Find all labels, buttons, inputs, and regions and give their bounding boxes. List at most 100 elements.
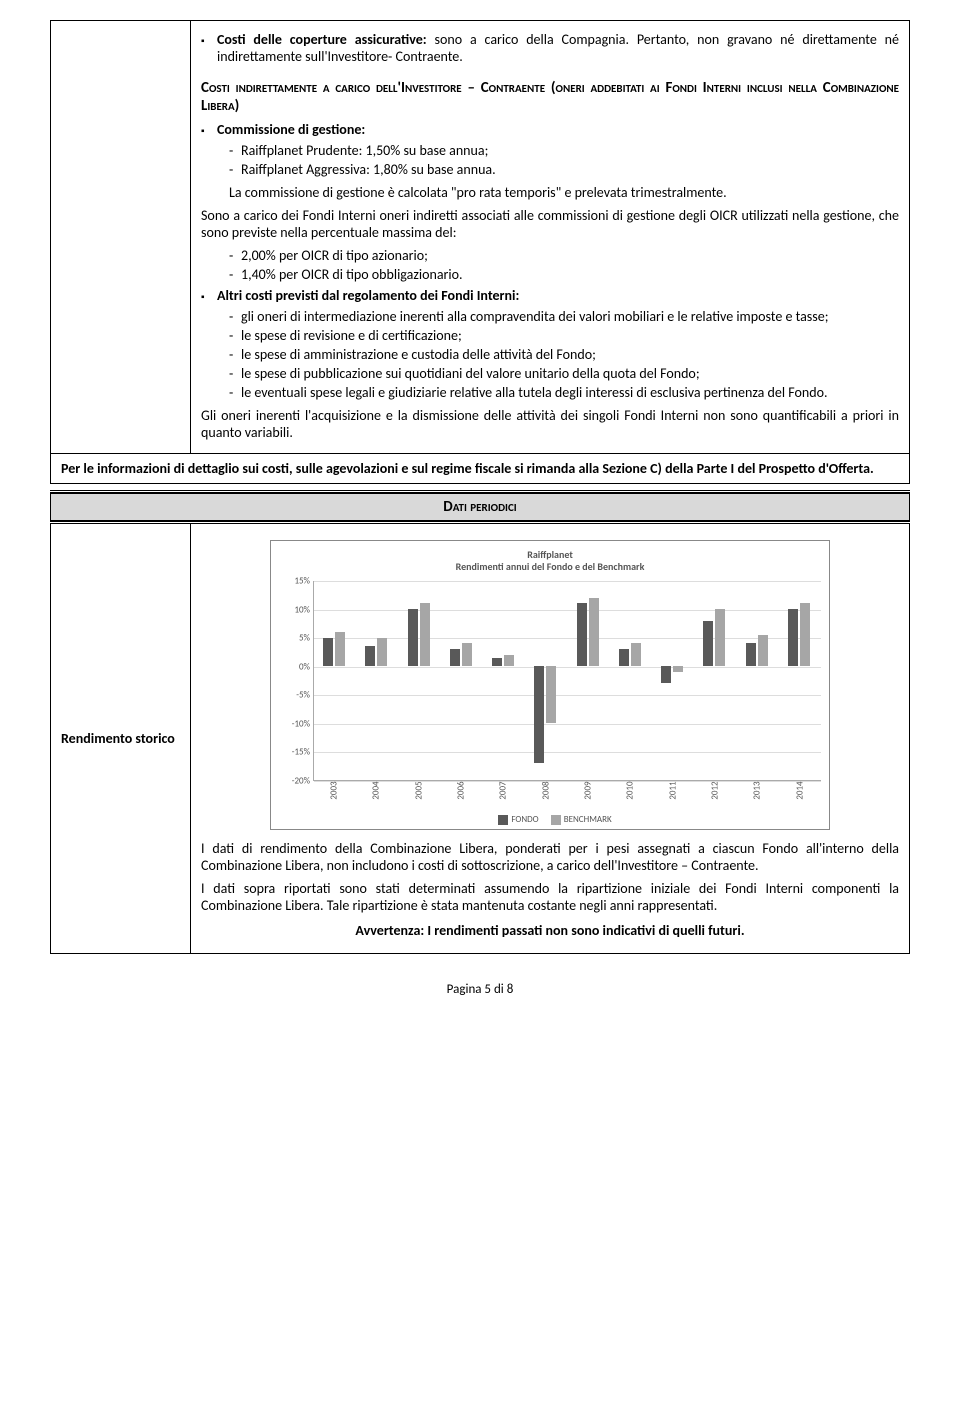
- legend-swatch-fondo: [498, 815, 508, 825]
- bar-group: [694, 581, 736, 780]
- rendimento-p2: I dati sopra riportati sono stati determ…: [201, 880, 899, 914]
- bar-group: [483, 581, 525, 780]
- dash-icon: [229, 161, 241, 178]
- x-tick-label: 2004: [355, 781, 397, 796]
- chart-legend: FONDO BENCHMARK: [279, 814, 821, 825]
- bar-fondo: [577, 603, 587, 666]
- x-tick-label: 2005: [398, 781, 440, 796]
- commissione-label: Commissione di gestione:: [213, 121, 899, 138]
- bar-fondo: [365, 646, 375, 666]
- altri-costi-item-text: gli oneri di intermediazione inerenti al…: [241, 308, 899, 325]
- commissione-item-text: Raiffplanet Aggressiva: 1,80% su base an…: [241, 161, 899, 178]
- altri-costi-item-text: le spese di pubblicazione sui quotidiani…: [241, 365, 899, 382]
- rendimento-table: Rendimento storico Raiffplanet Rendiment…: [50, 524, 910, 954]
- dash-icon: [229, 142, 241, 159]
- bar-fondo: [619, 649, 629, 666]
- oneri-text: Gli oneri inerenti l'acquisizione e la d…: [201, 407, 899, 441]
- bar-group: [356, 581, 398, 780]
- bar-group: [314, 581, 356, 780]
- bar-group: [525, 581, 567, 780]
- bullet-costi-coperture: Costi delle coperture assicurative: sono…: [201, 31, 899, 65]
- dash-icon: [229, 346, 241, 363]
- bar-group: [441, 581, 483, 780]
- heading-costi-indiretti: Costi indirettamente a carico dell'Inves…: [201, 79, 899, 115]
- bar-fondo: [788, 609, 798, 666]
- y-tick-label: 0%: [280, 661, 310, 672]
- bar-bench: [377, 638, 387, 667]
- legend-bench: BENCHMARK: [564, 814, 612, 825]
- info-dettaglio: Per le informazioni di dettaglio sui cos…: [51, 454, 910, 484]
- legend-fondo: FONDO: [511, 814, 538, 825]
- page-footer: Pagina 5 di 8: [50, 982, 910, 997]
- bar-fondo: [534, 666, 544, 763]
- bar-group: [610, 581, 652, 780]
- costi-coperture-label: Costi delle coperture assicurative:: [217, 31, 427, 48]
- altri-costi-item: le spese di amministrazione e custodia d…: [229, 346, 899, 363]
- commissione-item: Raiffplanet Prudente: 1,50% su base annu…: [229, 142, 899, 159]
- x-tick-label: 2007: [482, 781, 524, 796]
- square-bullet-icon: [201, 121, 213, 138]
- altri-costi-item: gli oneri di intermediazione inerenti al…: [229, 308, 899, 325]
- avvertenza: Avvertenza: I rendimenti passati non son…: [201, 922, 899, 939]
- y-tick-label: -10%: [280, 718, 310, 729]
- bar-group: [779, 581, 821, 780]
- dash-icon: [229, 365, 241, 382]
- top-content-cell: Costi delle coperture assicurative: sono…: [191, 21, 910, 454]
- page-container: Costi delle coperture assicurative: sono…: [0, 0, 960, 1027]
- altri-costi-item: le spese di revisione e di certificazion…: [229, 327, 899, 344]
- chart-title-2: Rendimenti annui del Fondo e del Benchma…: [279, 561, 821, 573]
- x-tick-label: 2014: [779, 781, 821, 796]
- bar-bench: [715, 609, 725, 666]
- top-table: Costi delle coperture assicurative: sono…: [50, 20, 910, 484]
- y-tick-label: -20%: [280, 776, 310, 787]
- bar-bench: [504, 655, 514, 666]
- bars-container: [314, 581, 821, 780]
- bar-fondo: [323, 638, 333, 667]
- y-tick-label: 10%: [280, 604, 310, 615]
- bar-group: [399, 581, 441, 780]
- gridline: [314, 781, 821, 782]
- sono-a-carico: Sono a carico dei Fondi Interni oneri in…: [201, 207, 899, 241]
- commissione-item-text: Raiffplanet Prudente: 1,50% su base annu…: [241, 142, 899, 159]
- y-tick-label: -15%: [280, 747, 310, 758]
- oicr-item: 2,00% per OICR di tipo azionario;: [229, 247, 899, 264]
- y-tick-label: 5%: [280, 633, 310, 644]
- bar-fondo: [661, 666, 671, 683]
- commissione-item: Raiffplanet Aggressiva: 1,80% su base an…: [229, 161, 899, 178]
- dati-periodici-header: Dati periodici: [50, 493, 910, 521]
- bar-group: [568, 581, 610, 780]
- top-left-cell: [51, 21, 191, 454]
- oicr-item-text: 2,00% per OICR di tipo azionario;: [241, 247, 899, 264]
- dash-icon: [229, 266, 241, 283]
- bar-fondo: [703, 621, 713, 667]
- bar-bench: [631, 643, 641, 666]
- dati-periodici-wrap: Dati periodici: [50, 490, 910, 524]
- y-tick-label: -5%: [280, 690, 310, 701]
- bullet-altri-costi: Altri costi previsti dal regolamento dei…: [201, 287, 899, 304]
- rendimento-content: Raiffplanet Rendimenti annui del Fondo e…: [191, 524, 910, 954]
- bar-bench: [335, 632, 345, 666]
- dash-icon: [229, 384, 241, 401]
- x-tick-label: 2010: [609, 781, 651, 796]
- bar-bench: [462, 643, 472, 666]
- bar-bench: [800, 603, 810, 666]
- oicr-item: 1,40% per OICR di tipo obbligazionario.: [229, 266, 899, 283]
- bar-bench: [673, 666, 683, 672]
- bar-bench: [589, 598, 599, 667]
- bar-bench: [758, 635, 768, 666]
- bar-group: [652, 581, 694, 780]
- rendimento-p1: I dati di rendimento della Combinazione …: [201, 840, 899, 874]
- altri-costi-label: Altri costi previsti dal regolamento dei…: [213, 287, 899, 304]
- chart-container: Raiffplanet Rendimenti annui del Fondo e…: [270, 540, 830, 830]
- altri-costi-item-text: le spese di revisione e di certificazion…: [241, 327, 899, 344]
- bar-fondo: [408, 609, 418, 666]
- x-tick-label: 2012: [694, 781, 736, 796]
- bar-group: [737, 581, 779, 780]
- bar-fondo: [746, 643, 756, 666]
- altri-costi-item-text: le eventuali spese legali e giudiziarie …: [241, 384, 899, 401]
- chart-x-labels: 2003200420052006200720082009201020112012…: [313, 781, 821, 796]
- x-tick-label: 2009: [567, 781, 609, 796]
- bar-bench: [546, 666, 556, 723]
- x-tick-label: 2011: [652, 781, 694, 796]
- bar-fondo: [492, 658, 502, 667]
